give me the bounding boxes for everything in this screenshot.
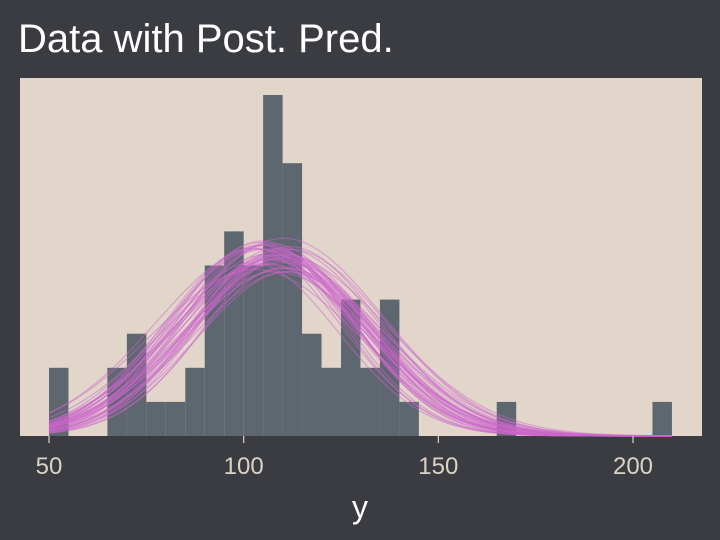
- histogram-bar: [243, 265, 264, 436]
- posterior-curve: [48, 248, 672, 437]
- posterior-curve: [48, 254, 672, 437]
- posterior-curve: [48, 270, 672, 437]
- histogram-bar: [146, 401, 166, 436]
- posterior-curve: [48, 248, 672, 437]
- x-tick-label: 150: [418, 453, 458, 480]
- histogram-bar: [49, 367, 69, 436]
- posterior-curve: [48, 250, 672, 437]
- posterior-curve: [48, 245, 672, 437]
- chart-title: Data with Post. Pred.: [18, 17, 394, 61]
- posterior-curve: [48, 262, 672, 437]
- posterior-curve: [48, 263, 672, 437]
- posterior-curve: [48, 244, 672, 437]
- posterior-curve: [48, 255, 672, 437]
- posterior-curve: [48, 257, 672, 437]
- histogram-bar: [652, 401, 672, 436]
- histogram-bar: [263, 95, 283, 436]
- x-tick-label: 50: [36, 453, 63, 480]
- posterior-curve: [48, 263, 672, 437]
- posterior-curve: [48, 248, 672, 437]
- posterior-curve: [48, 251, 672, 437]
- histogram-bar: [360, 367, 380, 436]
- posterior-curve: [48, 262, 672, 437]
- posterior-curve: [48, 248, 672, 437]
- posterior-curve: [48, 260, 672, 437]
- posterior-curve: [48, 259, 672, 437]
- posterior-curve: [48, 247, 672, 437]
- posterior-curve: [48, 267, 672, 437]
- posterior-curve: [48, 254, 672, 437]
- posterior-curve: [48, 244, 672, 437]
- x-axis: 50 100 150 200: [36, 436, 653, 480]
- x-tick-label: 100: [224, 453, 264, 480]
- posterior-curve: [48, 266, 672, 437]
- histogram-bar: [224, 231, 244, 436]
- histogram-bar: [302, 333, 322, 436]
- posterior-curve: [48, 248, 672, 437]
- posterior-curve: [48, 257, 672, 437]
- histogram-bar: [204, 265, 225, 436]
- posterior-curve: [48, 240, 672, 437]
- posterior-curve: [48, 268, 672, 437]
- posterior-curve: [48, 271, 672, 437]
- histogram-bar: [321, 367, 341, 436]
- posterior-curve: [48, 253, 672, 437]
- histogram-bar: [341, 299, 361, 436]
- histogram-bar: [107, 367, 127, 436]
- x-axis-label: y: [352, 489, 368, 525]
- histogram-bar: [282, 163, 303, 436]
- posterior-curve: [48, 267, 672, 437]
- histogram-bar: [379, 299, 400, 436]
- histogram-bar: [185, 367, 205, 436]
- posterior-curve: [48, 237, 672, 437]
- posterior-curve: [48, 258, 672, 437]
- posterior-curve: [48, 254, 672, 437]
- histogram-bars: [49, 95, 672, 436]
- histogram-bar: [399, 401, 419, 436]
- posterior-curve: [48, 256, 672, 437]
- posterior-predictive-curves: [48, 237, 672, 437]
- histogram-bar: [496, 401, 517, 436]
- posterior-curve: [48, 270, 672, 437]
- histogram-bar: [165, 401, 186, 436]
- posterior-curve: [48, 254, 672, 437]
- posterior-curve: [48, 242, 672, 437]
- x-tick-label: 200: [613, 453, 653, 480]
- histogram-bar: [126, 333, 147, 436]
- posterior-curve: [48, 247, 672, 437]
- posterior-curve: [48, 241, 672, 437]
- posterior-curve: [48, 244, 672, 437]
